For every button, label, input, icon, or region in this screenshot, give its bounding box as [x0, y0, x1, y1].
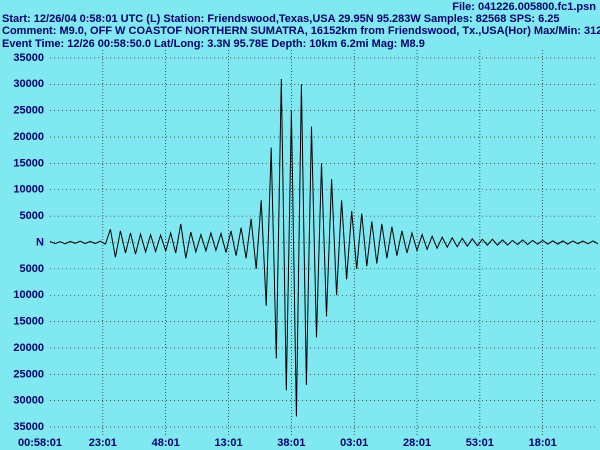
y-tick-label: 35000: [13, 421, 44, 433]
x-tick-label: 18:01: [529, 437, 557, 449]
y-tick-label: N: [36, 236, 44, 248]
x-tick-label: 38:01: [277, 437, 305, 449]
y-tick-label: 20000: [13, 342, 44, 354]
x-tick-label: 03:01: [340, 437, 368, 449]
y-tick-label: 20000: [13, 131, 44, 143]
y-tick-label: 10000: [13, 184, 44, 196]
event-info: Event Time: 12/26 00:58:50.0 Lat/Long: 3…: [2, 38, 425, 50]
y-tick-label: 15000: [13, 316, 44, 328]
y-tick-label: 15000: [13, 157, 44, 169]
waveform: [49, 78, 599, 417]
x-tick-label: 23:01: [89, 437, 117, 449]
start-info: Start: 12/26/04 0:58:01 UTC (L) Station:…: [2, 13, 560, 25]
y-tick-label: 30000: [13, 395, 44, 407]
x-tick-label: 00:58:01: [18, 437, 62, 449]
x-tick-label: 28:01: [403, 437, 431, 449]
x-tick-label: 53:01: [466, 437, 494, 449]
comment: Comment: M9.0, OFF W COASTOF NORTHERN SU…: [2, 25, 600, 37]
y-tick-label: 10000: [13, 289, 44, 301]
y-tick-label: 25000: [13, 368, 44, 380]
x-tick-label: 48:01: [152, 437, 180, 449]
x-tick-label: 13:01: [214, 437, 242, 449]
y-tick-label: 35000: [13, 52, 44, 64]
y-tick-label: 30000: [13, 78, 44, 90]
y-tick-label: 5000: [20, 210, 44, 222]
file-name: File: 041226.005800.fc1.psn: [452, 1, 596, 13]
y-tick-label: 25000: [13, 105, 44, 117]
y-tick-label: 5000: [20, 263, 44, 275]
